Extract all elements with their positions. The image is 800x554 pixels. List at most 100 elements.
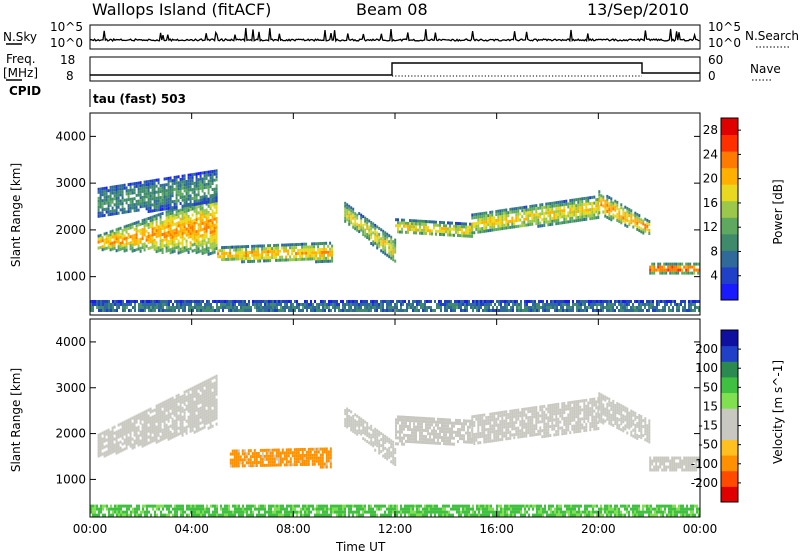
data-cell (503, 223, 506, 227)
data-cell (189, 396, 192, 400)
data-cell (362, 227, 365, 231)
data-cell (274, 309, 276, 312)
data-cell (483, 229, 486, 233)
data-cell (360, 300, 362, 303)
data-cell (572, 300, 574, 303)
data-cell (165, 234, 168, 238)
data-cell (520, 309, 522, 312)
data-cell (651, 268, 654, 272)
data-cell (484, 309, 486, 312)
data-cell (167, 398, 170, 402)
data-cell (527, 217, 530, 221)
data-cell (167, 407, 170, 411)
data-cell (167, 185, 170, 189)
data-cell (201, 209, 204, 213)
data-cell (470, 303, 472, 306)
data-cell (133, 203, 136, 207)
data-cell (646, 218, 649, 222)
data-cell (401, 430, 403, 434)
data-cell (584, 300, 586, 303)
data-cell (143, 410, 146, 414)
data-cell (209, 401, 212, 405)
data-cell (191, 395, 194, 399)
data-cell (185, 221, 188, 225)
data-cell (489, 213, 492, 217)
data-cell (169, 227, 172, 231)
data-cell (475, 432, 478, 436)
data-cell (183, 204, 186, 208)
data-cell (155, 226, 158, 230)
data-cell (211, 400, 214, 404)
data-cell (401, 221, 403, 225)
data-cell (191, 243, 194, 247)
data-cell (137, 443, 140, 447)
data-cell (413, 437, 415, 441)
data-cell (179, 208, 182, 212)
data-cell (636, 309, 638, 312)
data-cell (344, 421, 347, 425)
data-cell (285, 454, 288, 458)
data-cell (159, 224, 162, 228)
data-cell (632, 306, 634, 309)
data-cell (159, 435, 162, 439)
data-cell (434, 300, 436, 303)
data-cell (218, 300, 220, 303)
data-cell (109, 188, 112, 192)
colorbar-segment (721, 250, 738, 268)
data-cell (139, 196, 142, 200)
data-cell (429, 417, 431, 421)
data-cell (202, 309, 204, 312)
data-cell (520, 306, 522, 309)
data-cell (378, 235, 381, 239)
data-cell (323, 241, 326, 245)
data-cell (251, 250, 254, 254)
data-cell (268, 303, 270, 306)
data-cell (215, 404, 218, 408)
data-cell (115, 212, 118, 215)
data-cell (97, 442, 100, 446)
data-cell (121, 190, 124, 194)
data-cell (169, 433, 172, 437)
data-cell (440, 306, 442, 309)
data-cell (159, 221, 162, 225)
data-cell (487, 436, 490, 440)
data-cell (299, 248, 302, 252)
data-cell (475, 221, 478, 225)
data-cell (269, 463, 272, 467)
data-cell (687, 265, 690, 269)
data-cell (225, 257, 228, 261)
data-cell (153, 226, 156, 230)
data-cell (285, 448, 288, 452)
data-cell (188, 306, 190, 309)
data-cell (407, 416, 409, 419)
data-cell (610, 300, 612, 303)
data-cell (116, 303, 118, 306)
data-cell (233, 455, 236, 459)
data-cell (160, 309, 162, 312)
data-cell (350, 218, 353, 222)
data-cell (313, 251, 316, 255)
data-cell (319, 456, 322, 460)
data-cell (556, 306, 558, 309)
data-cell (451, 424, 453, 428)
data-cell (634, 217, 637, 221)
data-cell (275, 249, 278, 253)
data-cell (598, 199, 601, 203)
data-cell (147, 247, 150, 250)
data-cell (99, 444, 102, 448)
data-cell (346, 425, 349, 429)
data-cell (415, 440, 417, 444)
data-cell (475, 414, 478, 418)
data-cell (243, 449, 246, 453)
data-cell (489, 216, 492, 220)
data-cell (443, 436, 445, 440)
data-cell (155, 419, 158, 423)
data-cell (175, 406, 178, 410)
data-cell (493, 228, 496, 232)
data-cell (557, 206, 560, 210)
data-cell (628, 220, 631, 224)
data-cell (169, 248, 172, 252)
data-cell (281, 451, 284, 455)
data-cell (133, 197, 136, 201)
data-cell (390, 303, 392, 306)
